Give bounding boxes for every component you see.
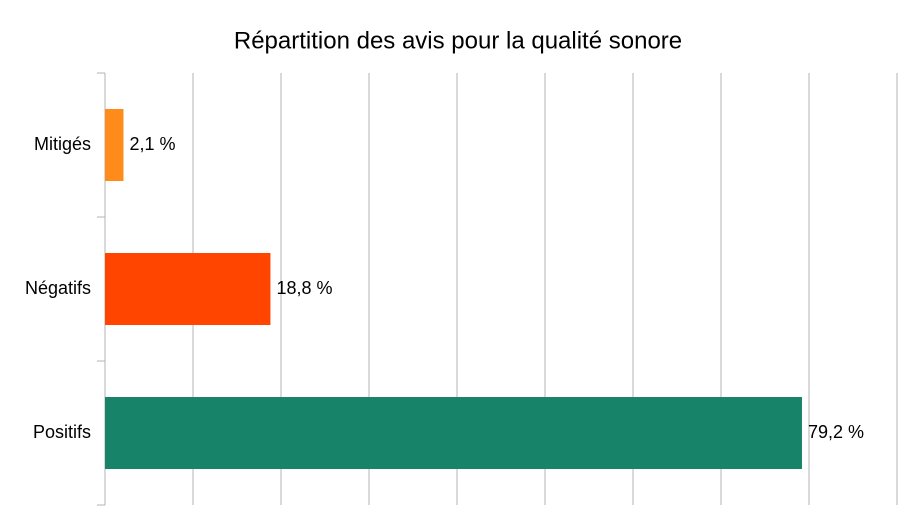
- data-label: 2,1 %: [129, 134, 175, 154]
- y-tick-label: Positifs: [33, 422, 91, 442]
- bar: [105, 253, 271, 325]
- bar: [105, 397, 802, 469]
- bar: [105, 109, 124, 181]
- y-tick-label: Négatifs: [25, 278, 91, 298]
- chart-title: Répartition des avis pour la qualité son…: [234, 27, 682, 54]
- data-label: 18,8 %: [276, 278, 332, 298]
- y-tick-label: Mitigés: [34, 134, 91, 154]
- data-label: 79,2 %: [808, 422, 864, 442]
